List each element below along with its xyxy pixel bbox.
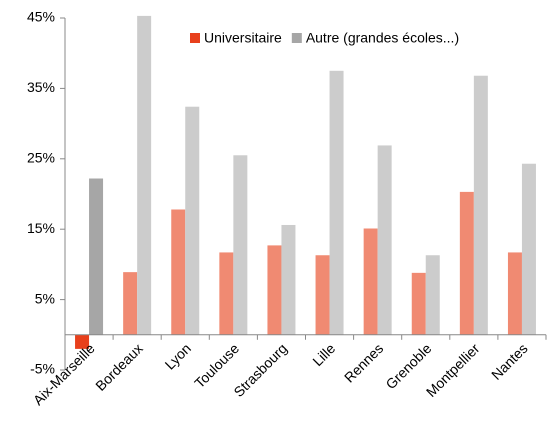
bar xyxy=(363,228,378,335)
legend-label: Universitaire xyxy=(204,30,282,46)
bar xyxy=(473,75,488,335)
bar xyxy=(185,106,200,335)
bar xyxy=(377,145,392,335)
y-tick-label: 25% xyxy=(27,150,55,166)
bar xyxy=(171,209,186,335)
bar xyxy=(411,272,426,335)
y-tick-label: 5% xyxy=(35,290,55,306)
bar xyxy=(233,155,248,335)
bar xyxy=(137,15,152,335)
bar xyxy=(425,255,440,335)
x-tick-label: Lille xyxy=(309,340,338,369)
x-tick-label: Bordeaux xyxy=(92,340,146,394)
y-tick-label: 35% xyxy=(27,79,55,95)
x-tick-label: Nantes xyxy=(488,340,531,383)
bar xyxy=(329,70,344,335)
bar xyxy=(281,224,296,335)
y-tick-label: 15% xyxy=(27,220,55,236)
bar xyxy=(507,252,522,335)
x-tick-label: Lyon xyxy=(162,340,194,372)
legend-swatch xyxy=(190,33,200,43)
bar xyxy=(267,245,282,335)
y-tick-label: -5% xyxy=(30,361,55,377)
bar xyxy=(315,255,330,335)
bar xyxy=(75,334,90,349)
bar xyxy=(219,252,234,335)
x-tick-label: Rennes xyxy=(341,340,386,385)
bar xyxy=(89,178,104,335)
legend-swatch xyxy=(291,33,302,43)
bar xyxy=(459,191,474,335)
y-tick-label: 45% xyxy=(27,9,55,25)
legend-label: Autre (grandes écoles...) xyxy=(306,30,459,46)
bar xyxy=(521,163,536,335)
bar xyxy=(123,272,138,335)
